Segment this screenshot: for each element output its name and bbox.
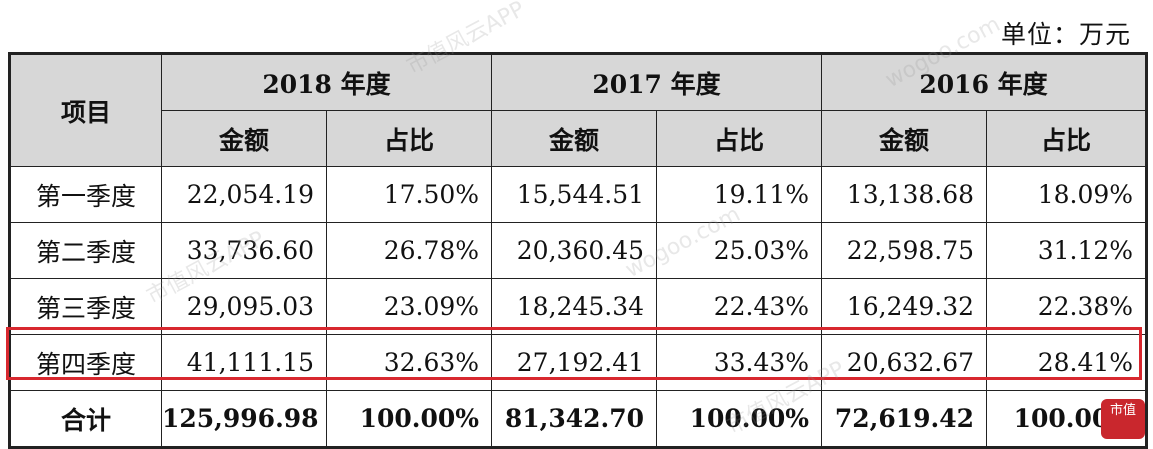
cell-amount-2017: 81,342.70 [491,390,658,448]
header-year-2018: 2018 年度 [160,53,493,111]
cell-share-2017: 22.43% [656,278,823,335]
row-label: 第一季度 [9,166,162,223]
cell-amount-2016: 22,598.75 [821,222,988,279]
header-share: 占比 [656,110,823,167]
cell-share-2016: 31.12% [986,222,1148,279]
cell-amount-2018: 29,095.03 [161,278,327,335]
unit-label: 单位：万元 [1000,20,1131,49]
cell-share-2017: 100.00% [656,390,823,448]
header-item: 项目 [9,53,162,167]
header-share: 占比 [986,110,1148,167]
cell-amount-2018: 41,111.15 [161,334,327,391]
table-row: 第一季度 22,054.19 17.50% 15,544.51 19.11% 1… [9,166,1148,223]
cell-amount-2016: 16,249.32 [821,278,988,335]
cell-share-2016: 22.38% [986,278,1148,335]
cell-share-2018: 100.00% [325,390,493,448]
cell-amount-2018: 125,996.98 [161,390,327,448]
row-label-total: 合计 [9,390,162,448]
table-row: 第三季度 29,095.03 23.09% 18,245.34 22.43% 1… [9,278,1148,335]
header-share: 占比 [325,110,493,167]
cell-share-2018: 23.09% [325,278,493,335]
header-year-2017: 2017 年度 [491,53,823,111]
header-amount: 金额 [821,110,988,167]
table-row: 第四季度 41,111.15 32.63% 27,192.41 33.43% 2… [9,334,1148,391]
cell-share-2018: 32.63% [325,334,493,391]
cell-share-2018: 26.78% [325,222,493,279]
cell-share-2018: 17.50% [325,166,493,223]
cell-amount-2016: 20,632.67 [821,334,988,391]
header-amount: 金额 [491,110,658,167]
cell-amount-2017: 15,544.51 [491,166,658,223]
table-row: 第二季度 33,736.60 26.78% 20,360.45 25.03% 2… [9,222,1148,279]
brand-logo: 市值 [1101,399,1145,439]
row-label: 第四季度 [9,334,162,391]
cell-amount-2017: 18,245.34 [491,278,658,335]
cell-amount-2016: 13,138.68 [821,166,988,223]
cell-share-2016: 18.09% [986,166,1148,223]
cell-share-2016: 28.41% [986,334,1148,391]
cell-amount-2016: 72,619.42 [821,390,988,448]
cell-share-2017: 19.11% [656,166,823,223]
header-amount: 金额 [161,110,327,167]
cell-share-2017: 25.03% [656,222,823,279]
cell-amount-2018: 33,736.60 [161,222,327,279]
cell-amount-2017: 20,360.45 [491,222,658,279]
cell-share-2017: 33.43% [656,334,823,391]
revenue-table: 项目 2018 年度 2017 年度 2016 年度 金额 占比 金额 占比 金… [8,52,1149,449]
row-label: 第三季度 [9,278,162,335]
total-row: 合计 125,996.98 100.00% 81,342.70 100.00% … [9,390,1148,448]
cell-amount-2017: 27,192.41 [491,334,658,391]
cell-amount-2018: 22,054.19 [161,166,327,223]
header-year-2016: 2016 年度 [821,53,1148,111]
row-label: 第二季度 [9,222,162,279]
